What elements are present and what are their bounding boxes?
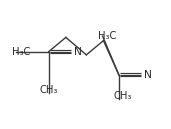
Text: N: N [74,47,81,57]
Text: CH₃: CH₃ [40,85,58,95]
Text: N: N [144,70,152,80]
Text: CH₃: CH₃ [114,91,132,101]
Text: H₃C: H₃C [98,31,117,41]
Text: H₃C: H₃C [12,47,30,57]
